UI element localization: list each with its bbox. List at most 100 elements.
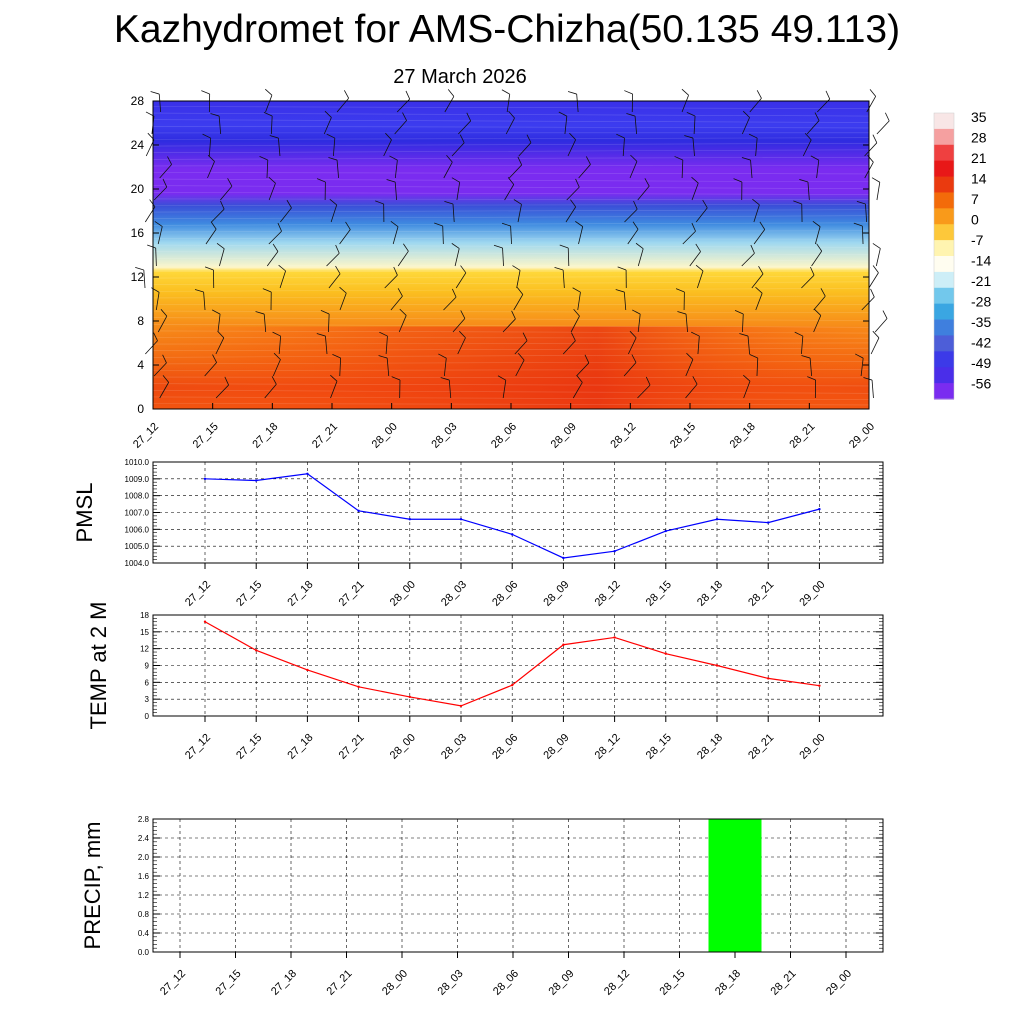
wind-barb-flag	[149, 199, 156, 208]
wind-barb	[153, 186, 168, 201]
pmsl-point	[255, 479, 258, 482]
wind-barb	[384, 274, 398, 289]
wind-barb	[623, 362, 637, 377]
wind-barb-flag	[399, 308, 407, 316]
wind-barb-flag	[882, 310, 888, 319]
x-tick-label: 28_21	[746, 579, 776, 609]
wind-barb	[505, 117, 515, 135]
y-tick-label: 1.6	[138, 872, 150, 881]
wind-barb	[565, 206, 577, 223]
x-tick-label: 29_00	[797, 579, 827, 609]
wind-barb-flag	[572, 287, 581, 293]
wind-barb	[155, 247, 157, 267]
wind-barb	[691, 182, 699, 201]
wind-barb	[806, 120, 820, 135]
wind-barb	[207, 161, 215, 179]
colorbar-label: 21	[971, 150, 987, 166]
wind-barb	[567, 139, 576, 157]
wind-barb-flag	[466, 112, 472, 122]
wind-barb-flag	[522, 332, 528, 341]
wind-barb-flag	[438, 353, 447, 359]
wind-barb-flag	[863, 377, 873, 381]
temp-point	[562, 643, 565, 646]
x-tick-label: 28_06	[490, 732, 520, 762]
wind-barb	[265, 95, 273, 113]
colorbar-swatch	[934, 240, 954, 257]
x-tick-label: 27_18	[285, 579, 315, 609]
y-tick-label: 0.8	[138, 910, 150, 919]
wind-barb-flag	[212, 354, 217, 363]
wind-barb-flag	[630, 154, 638, 162]
wind-barb-flag	[459, 134, 465, 143]
wind-barb	[155, 292, 160, 311]
wind-barb	[266, 159, 269, 179]
wind-barb-flag	[695, 243, 701, 252]
isotherm-line	[152, 281, 870, 286]
wind-barb-flag	[752, 198, 760, 206]
wind-barb-flag	[162, 178, 168, 188]
y-tick-label: 8	[137, 314, 144, 328]
wind-barb	[278, 138, 281, 157]
y-tick-label: 12	[131, 270, 145, 284]
wind-barb	[325, 336, 328, 355]
temp-point	[408, 695, 411, 699]
wind-barb	[753, 204, 760, 223]
wind-barb	[693, 116, 696, 135]
wind-barb-flag	[569, 132, 576, 140]
wind-barb	[211, 208, 225, 223]
wind-barb-flag	[749, 354, 758, 359]
colorbar-swatch	[934, 192, 954, 209]
wind-barb-flag	[624, 90, 633, 95]
wind-barb-flag	[567, 91, 577, 95]
wind-barb	[629, 161, 638, 179]
wind-barb	[868, 272, 879, 289]
wind-barb	[866, 96, 877, 113]
wind-barb-flag	[160, 309, 168, 317]
wind-barb-flag	[825, 90, 831, 100]
y-tick-label: 16	[131, 226, 145, 240]
wind-barb-flag	[501, 222, 511, 227]
wind-barb	[513, 294, 524, 311]
wind-barb	[578, 226, 584, 245]
wind-barb	[634, 116, 638, 135]
colorbar-label: -7	[971, 232, 984, 248]
wind-barb-flag	[691, 222, 696, 232]
y-tick-label: 0	[145, 712, 150, 721]
x-tick-label: 27_15	[191, 421, 221, 451]
x-tick-label: 28_21	[787, 421, 817, 451]
wind-barb-flag	[508, 111, 515, 119]
colorbar-swatch	[934, 367, 954, 384]
wind-barb-flag	[812, 220, 821, 227]
wind-barb	[392, 226, 399, 245]
wind-barb	[268, 230, 282, 245]
wind-barb	[332, 138, 336, 157]
x-tick-label: 28_06	[491, 968, 521, 998]
wind-barb	[518, 142, 532, 157]
wind-barb	[510, 226, 512, 245]
wind-barb-flag	[810, 266, 815, 276]
y-tick-label: 1009.0	[125, 475, 150, 484]
wind-barb-flag	[691, 331, 700, 337]
wind-barb	[515, 359, 525, 377]
wind-barb-flag	[511, 310, 516, 320]
x-tick-label: 27_18	[285, 732, 315, 762]
colorbar-label: -42	[971, 335, 991, 351]
wind-barb-flag	[750, 244, 755, 254]
wind-barb	[157, 226, 163, 245]
wind-barb-flag	[756, 90, 762, 99]
wind-barb	[145, 340, 158, 355]
wind-barb-flag	[269, 135, 279, 139]
wind-barb	[637, 384, 651, 399]
wind-barb-flag	[259, 156, 268, 161]
wind-barb-flag	[558, 111, 568, 117]
wind-barb	[278, 336, 282, 355]
wind-barb-flag	[378, 355, 388, 359]
wind-barb-flag	[264, 88, 273, 96]
wind-barb	[807, 182, 810, 201]
wind-barb-flag	[391, 376, 401, 381]
wind-barb	[875, 248, 881, 267]
wind-barb	[695, 207, 708, 223]
wind-barb-flag	[814, 308, 822, 316]
wind-barb-flag	[263, 112, 273, 117]
wind-barb-flag	[872, 330, 880, 339]
